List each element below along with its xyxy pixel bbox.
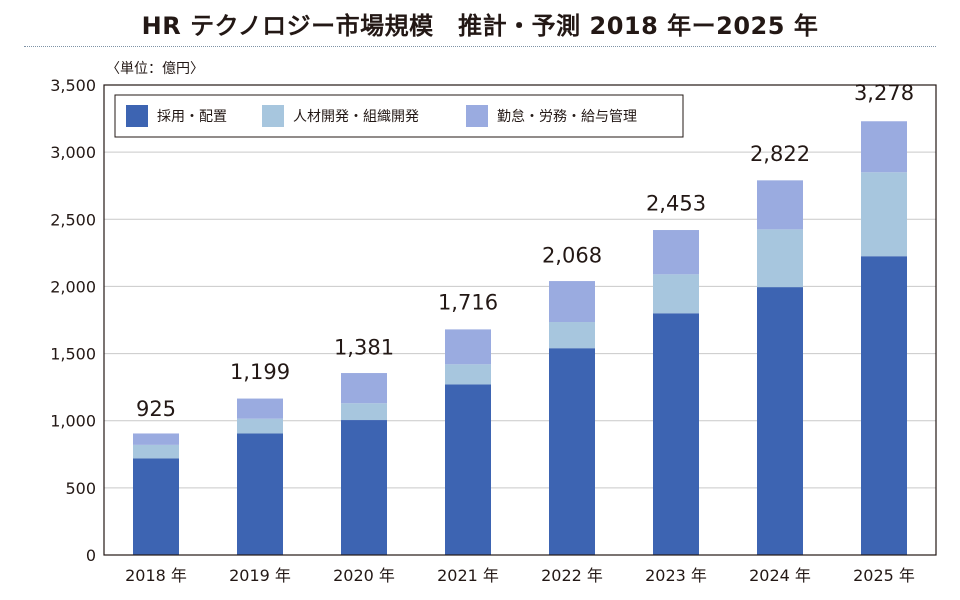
- total-label: 1,199: [230, 360, 290, 384]
- legend-swatch: [262, 105, 284, 127]
- total-label: 1,716: [438, 291, 498, 315]
- plot-frame: [103, 84, 937, 556]
- bar-segment: [341, 403, 387, 421]
- total-label: 925: [136, 397, 176, 421]
- y-axis-ticks: 0 500 1,000 1,500 2,000 2,500 3,000 3,500: [50, 76, 96, 565]
- legend-label: 勤怠・労務・給与管理: [497, 109, 637, 125]
- legend: 採用・配置 人材開発・組織開発 勤怠・労務・給与管理: [114, 94, 684, 138]
- y-tick-label: 2,000: [50, 277, 96, 296]
- bar-segment: [341, 373, 387, 404]
- total-label: 2,822: [750, 142, 810, 166]
- bar-stacks: [133, 121, 907, 555]
- x-tick-label: 2019 年: [229, 566, 291, 585]
- y-tick-label: 2,500: [50, 210, 96, 229]
- legend-label: 人材開発・組織開発: [293, 109, 419, 125]
- bar-segment: [549, 281, 595, 323]
- x-tick-label: 2018 年: [125, 566, 187, 585]
- y-tick-label: 1,500: [50, 345, 96, 364]
- unit-label: 〈単位：億円〉: [106, 61, 204, 77]
- bar-segment: [445, 364, 491, 385]
- bar-segment: [237, 398, 283, 419]
- gridlines: [104, 151, 936, 489]
- bar-segment: [133, 433, 179, 445]
- y-tick-label: 1,000: [50, 412, 96, 431]
- bar-segment: [445, 329, 491, 365]
- y-tick-label: 3,000: [50, 143, 96, 162]
- bar-segment: [549, 348, 595, 555]
- bar-segment: [653, 230, 699, 275]
- x-tick-label: 2020 年: [333, 566, 395, 585]
- legend-box: [114, 94, 684, 138]
- x-tick-label: 2023 年: [645, 566, 707, 585]
- x-tick-label: 2022 年: [541, 566, 603, 585]
- chart-title: HR テクノロジー市場規模 推計・予測 2018 年ー2025 年: [141, 12, 819, 40]
- bar-segment: [757, 287, 803, 555]
- bar-segment: [653, 313, 699, 555]
- y-tick-label: 0: [86, 546, 96, 565]
- x-tick-label: 2021 年: [437, 566, 499, 585]
- legend-label: 採用・配置: [157, 109, 227, 125]
- bar-segment: [237, 433, 283, 555]
- bar-segment: [549, 322, 595, 349]
- total-label: 2,068: [542, 243, 602, 267]
- bar-segment: [861, 121, 907, 173]
- total-label: 2,453: [646, 192, 706, 216]
- total-labels: 925 1,199 1,381 1,716 2,068 2,453 2,822 3,278: [136, 81, 914, 421]
- bar-segment: [133, 458, 179, 555]
- bar-segment: [861, 256, 907, 555]
- bar-segment: [861, 172, 907, 257]
- bar-segment: [445, 384, 491, 555]
- total-label: 3,278: [854, 81, 914, 105]
- title-divider: [24, 46, 936, 47]
- legend-swatch: [126, 105, 148, 127]
- y-tick-label: 3,500: [50, 76, 96, 95]
- x-tick-label: 2024 年: [749, 566, 811, 585]
- x-tick-label: 2025 年: [853, 566, 915, 585]
- bar-segment: [133, 444, 179, 459]
- bar-segment: [653, 274, 699, 314]
- total-label: 1,381: [334, 336, 394, 360]
- bar-segment: [757, 229, 803, 288]
- y-tick-label: 500: [65, 479, 96, 498]
- bar-segment: [757, 180, 803, 230]
- legend-swatch: [466, 105, 488, 127]
- bar-segment: [341, 420, 387, 555]
- bar-segment: [237, 418, 283, 434]
- x-axis-ticks: 2018 年 2019 年 2020 年 2021 年 2022 年 2023 年 2024…: [125, 566, 915, 585]
